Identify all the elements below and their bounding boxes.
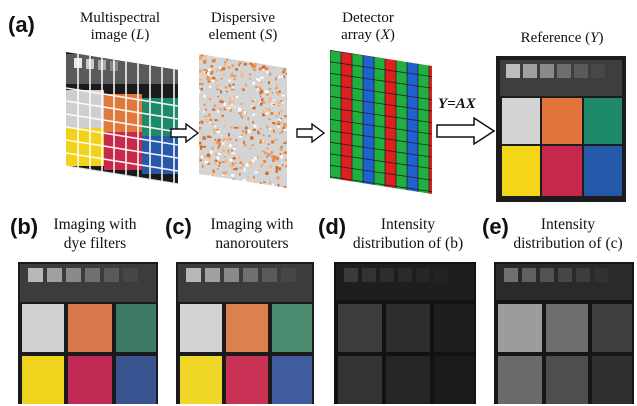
reference-symbol: Y	[590, 30, 599, 46]
nanorouters-image	[176, 262, 314, 404]
detector-symbol: X	[380, 27, 390, 43]
multispectral-caption-line1: Multispectral	[80, 10, 160, 26]
arrow-right-icon	[170, 123, 200, 143]
detector-caption-line2: array (X)	[318, 27, 418, 44]
dispersive-caption-line2: element (S)	[188, 27, 298, 44]
reference-caption: Reference (Y)	[498, 30, 626, 47]
multispectral-close: )	[144, 27, 150, 43]
dye-filters-image	[18, 262, 158, 404]
caption-e-line1: Intensity	[540, 216, 596, 233]
dispersive-caption: Dispersive element (S)	[188, 10, 298, 44]
intensity-b-image	[334, 262, 476, 404]
panel-label-c: (c)	[165, 214, 192, 239]
detector-caption-text: array (	[341, 27, 381, 43]
detector-caption: Detector array (X)	[318, 10, 418, 44]
panel-label-a: (a)	[8, 12, 35, 37]
dispersive-caption-line1: Dispersive	[210, 10, 276, 26]
intensity-c-image	[494, 262, 634, 404]
panel-label-e: (e)	[482, 214, 509, 239]
panel-label-b: (b)	[10, 214, 39, 239]
detector-caption-line1: Detector	[342, 10, 394, 26]
caption-d-line2: distribution of (b)	[352, 235, 464, 252]
equation-label: Y=AX	[438, 96, 476, 112]
detector-close: )	[389, 27, 395, 43]
dispersive-close: )	[272, 27, 278, 43]
dispersive-symbol: S	[264, 27, 273, 43]
arrow-right-icon	[436, 117, 496, 145]
multispectral-caption: Multispectral image (L)	[60, 10, 180, 44]
caption-b-line1: Imaging with	[53, 216, 137, 233]
dispersive-caption-text: element (	[208, 27, 265, 43]
reference-close: )	[598, 30, 604, 46]
caption-c-line1: Imaging with	[210, 216, 294, 233]
caption-d-line1: Intensity	[380, 216, 436, 233]
caption-c: Imaging with nanorouters	[193, 215, 311, 253]
multispectral-caption-line2: image (L)	[60, 27, 180, 44]
detector-array	[330, 50, 432, 194]
caption-c-line2: nanorouters	[215, 235, 289, 252]
multispectral-image	[66, 52, 178, 184]
caption-b-line2: dye filters	[63, 235, 127, 252]
caption-e: Intensity distribution of (c)	[500, 215, 636, 253]
reference-image	[496, 56, 626, 202]
reference-caption-text: Reference (	[520, 30, 591, 46]
multispectral-symbol: L	[136, 27, 145, 43]
dispersive-element	[199, 54, 287, 188]
caption-b: Imaging with dye filters	[36, 215, 154, 253]
arrow-right-icon	[296, 123, 326, 143]
caption-e-line2: distribution of (c)	[513, 235, 623, 252]
multispectral-caption-text: image (	[90, 27, 137, 43]
panel-label-d: (d)	[318, 214, 347, 239]
caption-d: Intensity distribution of (b)	[340, 215, 476, 253]
